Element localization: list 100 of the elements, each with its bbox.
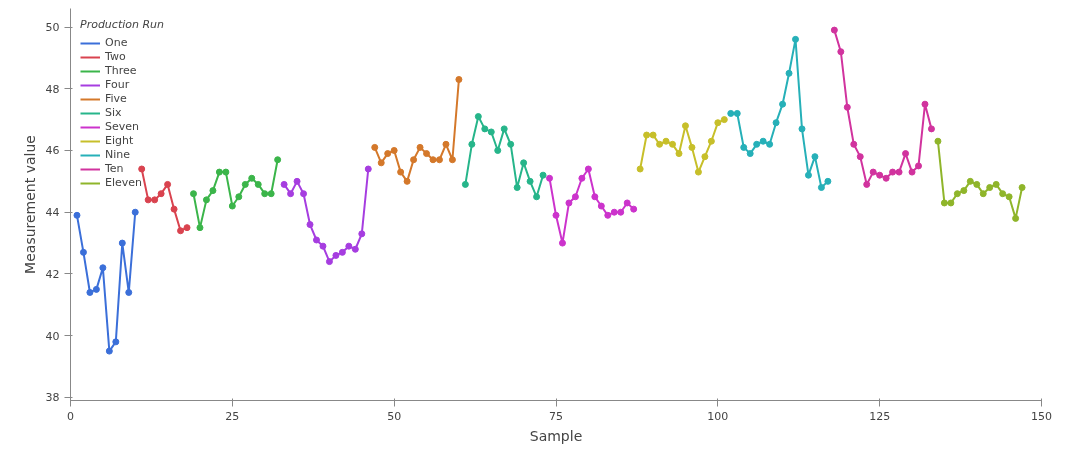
x-tick-label: 50 (387, 409, 402, 423)
point (992, 180, 1000, 188)
point (973, 180, 981, 188)
point (1012, 214, 1020, 222)
point (740, 143, 748, 151)
point (196, 224, 204, 232)
point (656, 140, 664, 148)
legend-label: Two (105, 50, 126, 63)
point (986, 184, 994, 192)
point (513, 184, 521, 192)
point (138, 165, 146, 173)
legend-title: Production Run (80, 18, 165, 31)
point (604, 211, 612, 219)
point (1005, 193, 1013, 201)
point (202, 196, 210, 204)
point (131, 208, 139, 216)
point (675, 150, 683, 158)
point (843, 103, 851, 111)
point (520, 159, 528, 167)
point (714, 119, 722, 127)
point (248, 174, 256, 182)
point (876, 171, 884, 179)
point (546, 174, 554, 182)
point (915, 162, 923, 170)
x-tick-label: 100 (707, 409, 729, 423)
point (960, 187, 968, 195)
point (694, 168, 702, 176)
point (448, 156, 456, 164)
legend-label: Nine (105, 148, 131, 161)
point (228, 202, 236, 210)
point (397, 168, 405, 176)
point (183, 224, 191, 232)
point (364, 165, 372, 173)
point (889, 168, 897, 176)
point (785, 69, 793, 77)
point (759, 137, 767, 145)
point (338, 248, 346, 256)
point (300, 190, 308, 198)
x-tick-label: 125 (869, 409, 891, 423)
point (164, 180, 172, 188)
point (403, 177, 411, 185)
point (597, 202, 605, 210)
point (267, 190, 275, 198)
point (966, 177, 974, 185)
point (720, 116, 728, 124)
point (636, 165, 644, 173)
point (591, 193, 599, 201)
point (617, 208, 625, 216)
point (319, 242, 327, 250)
point (927, 125, 935, 133)
point (151, 196, 159, 204)
legend-label: Three (105, 64, 137, 77)
point (332, 251, 340, 259)
point (707, 137, 715, 145)
legend-label: Ten (105, 162, 125, 175)
point (766, 140, 774, 148)
point (118, 239, 126, 247)
point (610, 208, 618, 216)
point (902, 150, 910, 158)
legend-label: Six (105, 106, 123, 119)
y-tick-label: 44 (45, 206, 60, 220)
x-axis-title: Sample (529, 427, 583, 444)
point (177, 227, 185, 235)
point (830, 26, 838, 34)
point (552, 211, 560, 219)
legend-label: Seven (105, 120, 139, 133)
point (869, 168, 877, 176)
point (254, 180, 262, 188)
point (792, 35, 800, 43)
point (999, 190, 1007, 198)
point (351, 245, 359, 253)
point (474, 113, 482, 121)
point (455, 76, 463, 83)
point (856, 153, 864, 161)
point (241, 180, 249, 188)
x-tick-label: 75 (549, 409, 563, 423)
point (798, 125, 806, 133)
y-tick-label: 50 (45, 21, 60, 35)
point (746, 150, 754, 158)
point (468, 140, 476, 148)
point (643, 131, 651, 139)
point (410, 156, 418, 164)
point (222, 168, 230, 176)
point (662, 137, 670, 145)
legend-label: Four (105, 78, 130, 91)
point (850, 140, 858, 148)
point (895, 168, 903, 176)
point (215, 168, 223, 176)
y-tick-label: 46 (45, 144, 60, 158)
point (416, 143, 424, 151)
y-tick-label: 38 (45, 391, 60, 405)
point (733, 109, 741, 117)
point (235, 193, 243, 201)
point (934, 137, 942, 145)
point (701, 153, 709, 161)
point (558, 239, 566, 247)
point (86, 288, 94, 296)
point (824, 177, 832, 185)
point (287, 190, 295, 198)
point (649, 131, 657, 139)
